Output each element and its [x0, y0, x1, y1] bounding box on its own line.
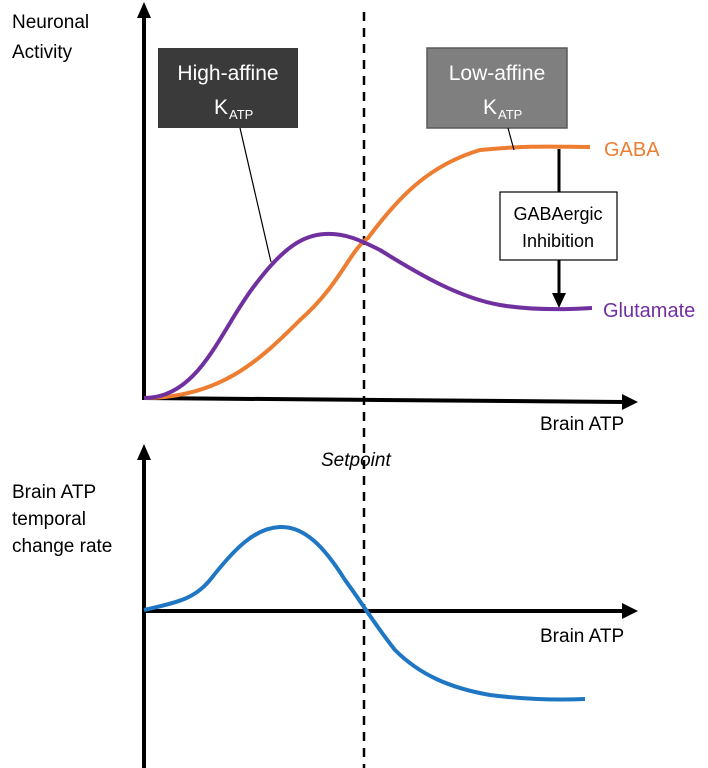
glutamate-curve: [143, 231, 593, 400]
top-y-axis-arrowhead: [137, 2, 151, 18]
bottom-y-label-line1: Brain ATP: [12, 482, 96, 503]
inhibition-label-line2: Inhibition: [522, 231, 594, 251]
low-affine-k-sub: ATP: [498, 107, 522, 122]
low-affine-pointer: [507, 127, 515, 151]
bottom-y-axis-arrowhead: [137, 444, 151, 460]
bottom-x-label: Brain ATP: [540, 626, 624, 647]
high-affine-k-sub: ATP: [229, 107, 253, 122]
series-label-glutamate: Glutamate: [603, 300, 695, 322]
setpoint-label: Setpoint: [321, 450, 391, 471]
top-y-label-line2: Activity: [12, 42, 73, 63]
low-affine-k: K: [483, 96, 497, 119]
high-affine-k: K: [214, 96, 228, 119]
atp-change-rate-curve: [143, 524, 586, 702]
top-x-axis: [141, 396, 625, 404]
low-affine-box: [426, 47, 568, 129]
top-x-label: Brain ATP: [540, 414, 624, 435]
top-x-axis-arrowhead: [622, 394, 638, 410]
inhibition-label-line1: GABAergic: [513, 204, 602, 224]
high-affine-box: [158, 48, 298, 128]
gaba-curve: [143, 144, 591, 400]
low-affine-label: Low-affine: [449, 62, 546, 85]
top-y-label-line1: Neuronal: [12, 12, 89, 33]
high-affine-label: High-affine: [177, 62, 278, 85]
bottom-y-label-line3: change rate: [12, 536, 112, 557]
bottom-x-axis-arrowhead: [622, 603, 638, 619]
series-label-gaba: GABA: [604, 139, 660, 161]
inhibition-arrowhead: [552, 293, 566, 308]
inhibition-box: [499, 191, 618, 261]
high-affine-pointer: [239, 127, 272, 263]
bottom-y-label-line2: temporal: [12, 509, 86, 530]
